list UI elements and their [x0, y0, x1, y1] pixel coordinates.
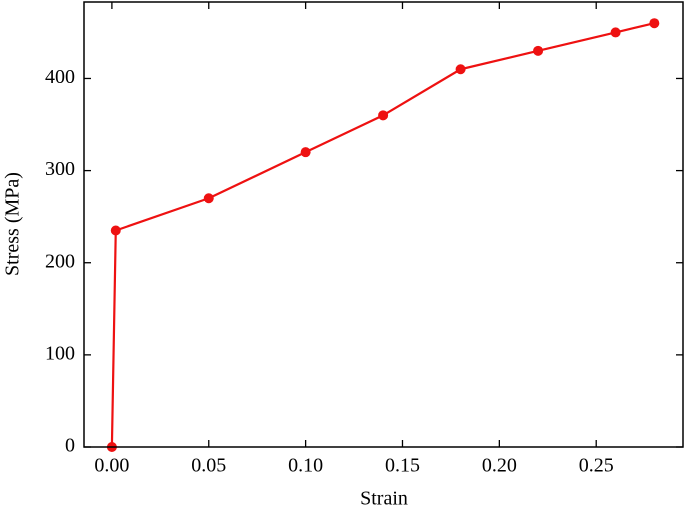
x-tick-label: 0.15 [385, 455, 420, 477]
marker [610, 27, 621, 38]
x-tick-label: 0.10 [288, 455, 323, 477]
y-axis-label: Stress (MPa) [2, 172, 24, 276]
x-tick-label: 0.25 [579, 455, 614, 477]
marker [649, 18, 660, 29]
x-axis-label: Strain [360, 488, 408, 510]
marker [110, 225, 121, 236]
x-tick-label: 0.05 [191, 455, 226, 477]
x-tick-label: 0.00 [94, 455, 129, 477]
marker [455, 64, 466, 75]
x-tick-label: 0.20 [482, 455, 517, 477]
plot-frame [83, 1, 684, 448]
y-tick-label: 100 [45, 342, 75, 364]
line [110, 22, 655, 448]
y-tick-label: 300 [45, 158, 75, 180]
y-tick-label: 200 [45, 250, 75, 272]
marker [300, 147, 311, 158]
y-tick-label: 0 [65, 435, 75, 457]
marker [203, 193, 214, 204]
marker [378, 110, 389, 121]
marker [533, 45, 544, 56]
y-tick-label: 400 [45, 66, 75, 88]
